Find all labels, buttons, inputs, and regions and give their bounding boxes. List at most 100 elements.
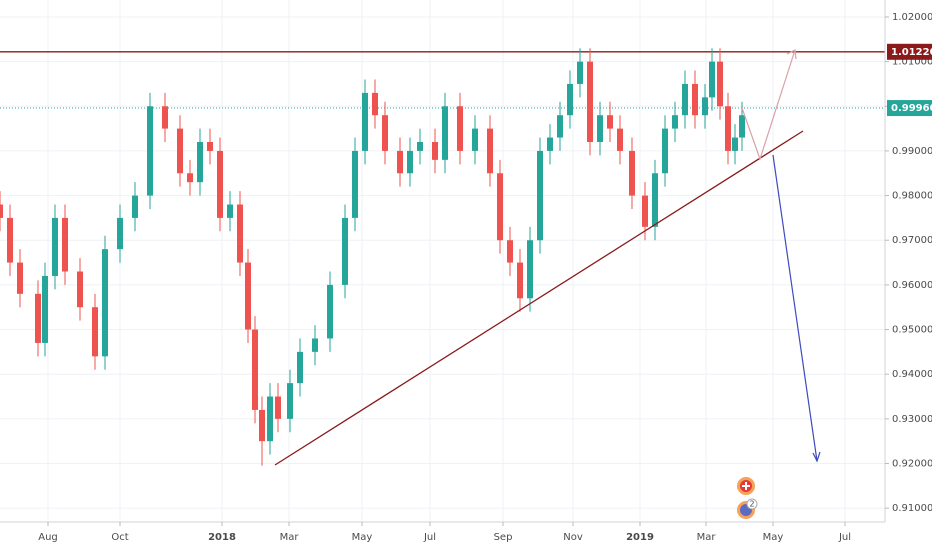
- projection-down-head: [812, 451, 821, 463]
- projection-up: [741, 49, 796, 161]
- candle-body: [227, 204, 233, 218]
- price-label: 1.01220: [891, 47, 932, 58]
- x-tick-label: Oct: [111, 532, 128, 543]
- y-tick-label: 0.94000: [892, 369, 932, 380]
- candle-body: [662, 128, 668, 174]
- candle-body: [725, 106, 731, 151]
- event-count: 2: [749, 500, 754, 509]
- candle-body: [607, 115, 613, 129]
- candle-body: [352, 150, 358, 218]
- candle-body: [132, 195, 138, 218]
- projection-down: [772, 154, 818, 462]
- candle-body: [372, 92, 378, 116]
- candle-body: [732, 137, 738, 151]
- candle-body: [102, 249, 108, 357]
- x-tick-label: Jul: [423, 532, 436, 543]
- candle-body: [237, 204, 243, 263]
- y-tick-label: 0.97000: [892, 235, 932, 246]
- candle-body: [187, 173, 193, 183]
- candle-body: [739, 115, 745, 138]
- candle-body: [7, 217, 13, 263]
- candle-body: [527, 240, 533, 299]
- candle-body: [92, 307, 98, 357]
- y-tick-label: 1.02000: [892, 12, 932, 23]
- candle-body: [629, 150, 635, 196]
- candle-body: [587, 61, 593, 142]
- candle-body: [407, 150, 413, 174]
- candle-body: [362, 92, 368, 151]
- candle-body: [77, 271, 83, 308]
- projection-up-head: [786, 49, 797, 60]
- candle-body: [537, 150, 543, 241]
- event-icons: 2: [737, 477, 758, 519]
- candle-body: [62, 217, 68, 272]
- candle-body: [692, 83, 698, 116]
- candle-body: [52, 217, 58, 276]
- x-tick-label: Mar: [280, 532, 300, 543]
- candle-body: [217, 150, 223, 218]
- y-tick-label: 0.98000: [892, 191, 932, 202]
- y-tick-label: 0.99000: [892, 146, 932, 157]
- candle-body: [652, 173, 658, 227]
- trend-line: [274, 130, 804, 466]
- candle-body: [642, 195, 648, 227]
- candle-body: [207, 141, 213, 151]
- candle-body: [177, 128, 183, 174]
- candle-body: [557, 115, 563, 138]
- drawings: [274, 49, 821, 466]
- candle-body: [672, 115, 678, 129]
- x-tick-label: Nov: [563, 532, 583, 543]
- y-tick-label: 0.93000: [892, 414, 932, 425]
- candle-body: [717, 61, 723, 107]
- y-tick-label: 0.96000: [892, 280, 932, 291]
- y-tick-label: 0.92000: [892, 459, 932, 470]
- candle-body: [457, 106, 463, 151]
- candle-body: [517, 262, 523, 299]
- candle-body: [702, 97, 708, 116]
- x-tick-label: May: [352, 532, 373, 543]
- candle-body: [0, 204, 3, 218]
- candle-body: [342, 217, 348, 285]
- price-label-box: [887, 43, 932, 60]
- candle-body: [162, 106, 168, 129]
- event-icon-cross: [742, 482, 750, 490]
- y-tick-label: 1.01000: [892, 57, 932, 68]
- candle-body: [417, 141, 423, 151]
- candle-body: [617, 128, 623, 151]
- candle-body: [245, 262, 251, 330]
- candle-body: [472, 128, 478, 151]
- price-label-box: [887, 100, 932, 117]
- candle-body: [35, 293, 41, 343]
- candle-body: [327, 284, 333, 339]
- x-tick-label: May: [763, 532, 784, 543]
- candle-body: [682, 83, 688, 116]
- candle-body: [507, 240, 513, 263]
- x-tick-label: Sep: [494, 532, 513, 543]
- x-tick-label: Mar: [697, 532, 717, 543]
- candle-body: [197, 141, 203, 183]
- candle-body: [147, 106, 153, 196]
- candle-body: [117, 217, 123, 250]
- candle-body: [397, 150, 403, 174]
- x-tick-label: Jul: [838, 532, 851, 543]
- candle-body: [312, 338, 318, 352]
- x-tick-label: 2019: [626, 532, 654, 543]
- candle-body: [267, 396, 273, 442]
- candle-body: [577, 61, 583, 84]
- x-tick-label: 2018: [208, 532, 236, 543]
- y-tick-label: 0.91000: [892, 503, 932, 514]
- x-tick-label: Aug: [38, 532, 58, 543]
- candle-body: [442, 106, 448, 160]
- event-count-bg: [746, 498, 758, 510]
- candle-body: [432, 141, 438, 160]
- candle-body: [709, 61, 715, 98]
- candle-body: [259, 409, 265, 442]
- candle-body: [17, 262, 23, 294]
- candle-body: [382, 115, 388, 151]
- candle-body: [487, 128, 493, 174]
- candle-body: [252, 329, 258, 410]
- candle-body: [275, 396, 281, 419]
- y-tick-label: 0.95000: [892, 325, 932, 336]
- price-label: 0.99960: [891, 103, 932, 114]
